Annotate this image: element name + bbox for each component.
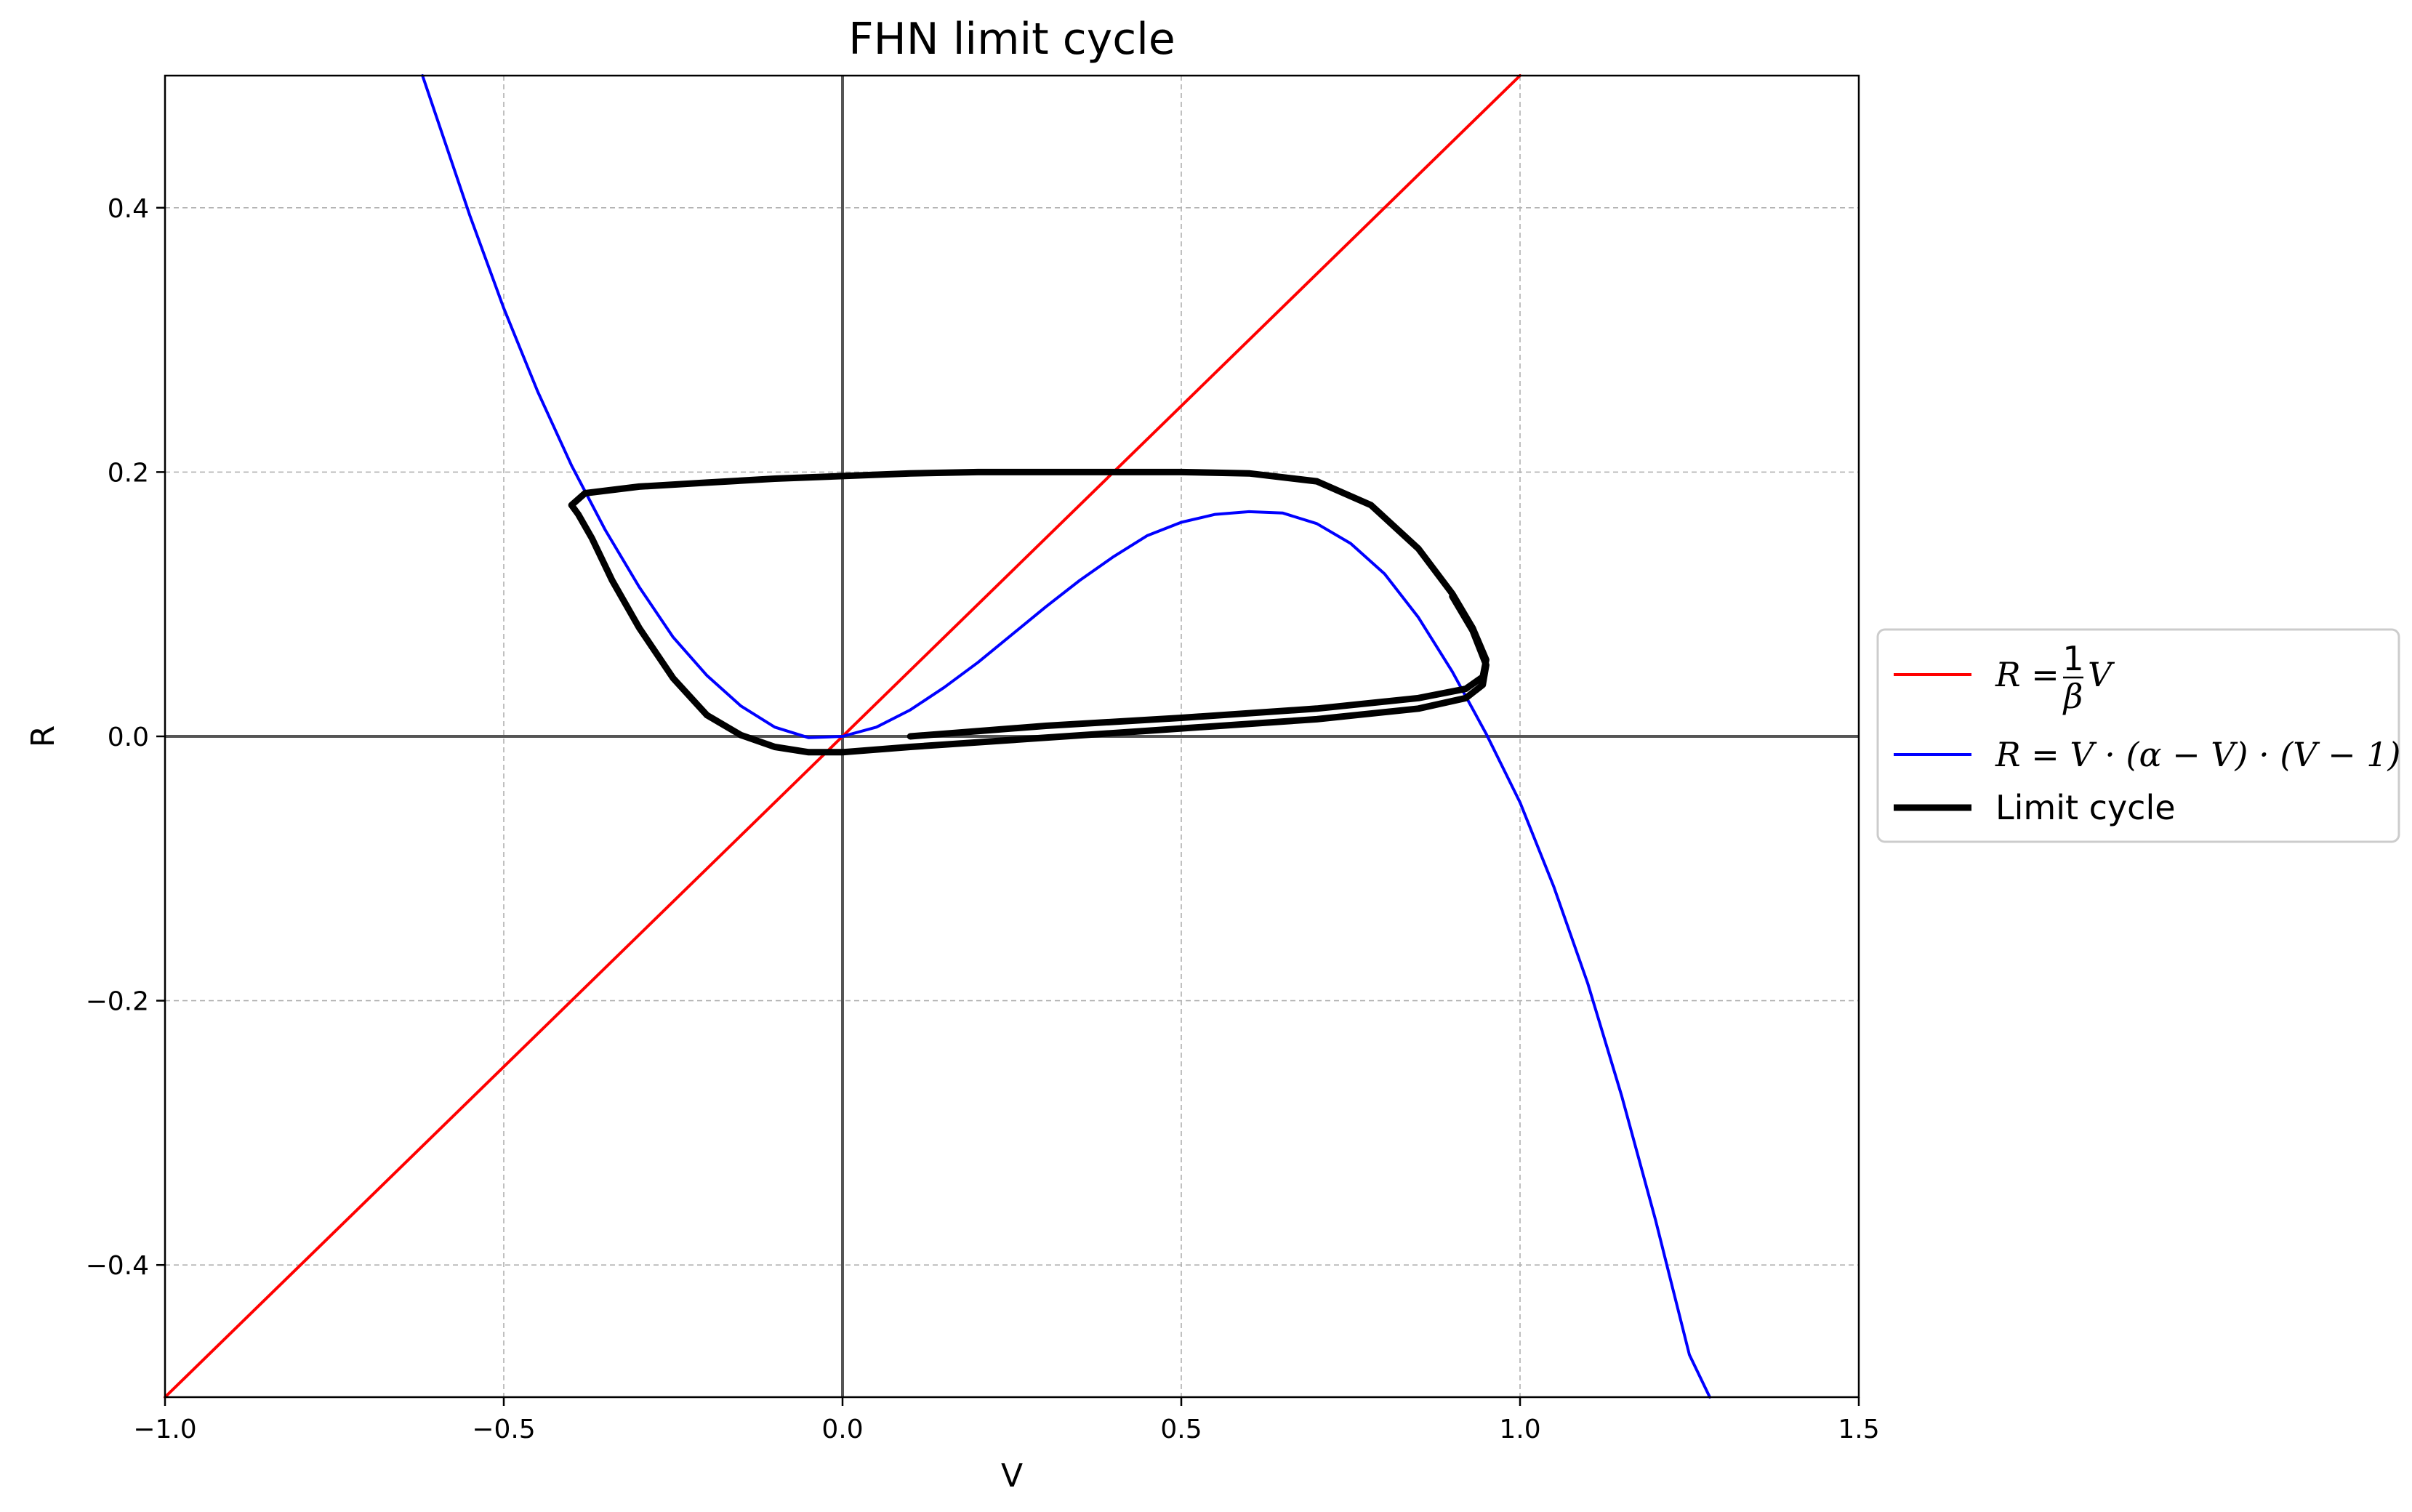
legend-label-series-1-denominator: β [2062,677,2083,716]
series-line-3 [568,468,1490,756]
y-tick-label-1: −0.2 [86,987,149,1017]
series-line-2 [421,74,1711,1399]
legend-label-series-1-numerator: 1 [2062,639,2083,678]
y-tick-label-4: 0.4 [108,194,149,224]
legend-label-series-1-prefix: R = [1995,655,2059,694]
series-layer [164,74,1711,1399]
legend: R = 1 β V R = V · (α − V) · (V − 1) Limi… [1876,628,2401,843]
legend-label-series-1-suffix: V [2088,655,2115,694]
tick-layer: −1.0 −0.5 0.0 0.5 1.0 1.5 −0.4 −0.2 0.0 0.2 0.4 [86,194,1880,1444]
x-tick-label-5: 1.5 [1838,1415,1879,1444]
legend-label-series-3: Limit cycle [1995,788,2176,827]
x-tick-label-3: 0.5 [1160,1415,1202,1444]
y-tick-label-2: 0.0 [108,723,149,752]
y-axis-title: R [25,725,62,748]
legend-box [1876,628,2400,843]
plot-area [164,74,1860,1399]
x-tick-label-0: −1.0 [133,1415,196,1444]
x-tick-label-1: −0.5 [472,1415,535,1444]
y-tick-label-0: −0.4 [86,1251,149,1281]
legend-label-series-2: R = V · (α − V) · (V − 1) [1995,735,2401,774]
y-tick-label-3: 0.2 [108,458,149,488]
series-3 [568,468,1490,756]
x-tick-label-2: 0.0 [821,1415,863,1444]
chart-title: FHN limit cycle [848,14,1175,65]
x-tick-label-4: 1.0 [1499,1415,1540,1444]
series-2 [421,74,1711,1399]
x-axis-title: V [1001,1457,1023,1495]
